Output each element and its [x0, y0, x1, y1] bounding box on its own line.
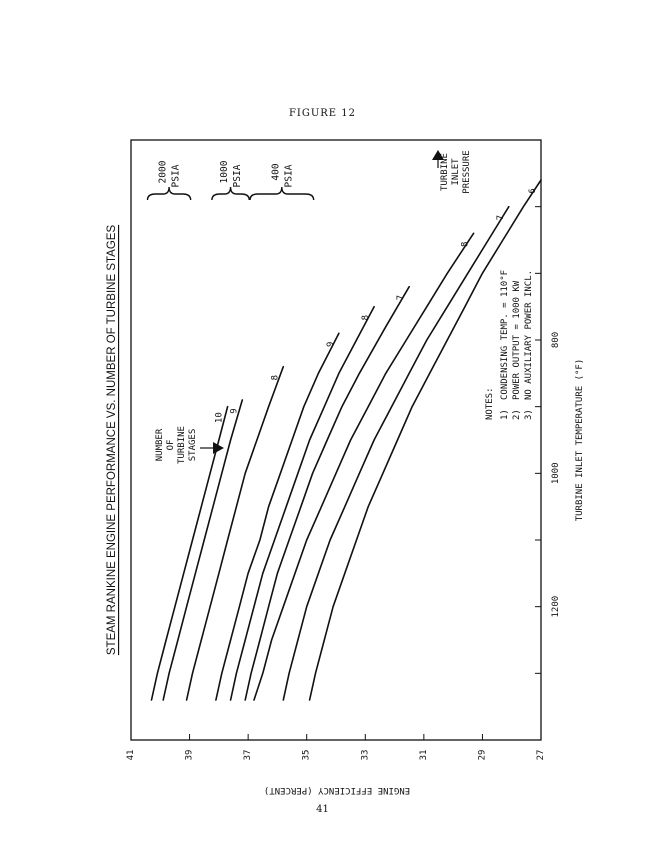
y-tick-label: 31 — [419, 750, 429, 761]
y-tick-label: 35 — [302, 750, 312, 761]
curve-2000psia-9stages — [162, 399, 244, 701]
stages-legend-line: TURBINE — [177, 426, 187, 464]
pressure-unit-label: PSIA — [171, 164, 182, 187]
pressure-legend-line: PRESSURE — [462, 150, 472, 193]
stage-label: 7 — [396, 295, 406, 300]
y-tick-label: 33 — [360, 750, 370, 761]
y-tick-label: 39 — [185, 750, 195, 761]
stages-legend-line: OF — [166, 440, 176, 451]
stage-label: 8 — [361, 315, 371, 320]
axis-ticks: 27 29 31 33 35 37 39 41 800 1000 1200 — [126, 206, 561, 761]
pressure-brace — [146, 186, 192, 201]
y-tick-label: 37 — [243, 750, 253, 761]
curve-2000psia-10stages — [150, 405, 229, 701]
curve-1000psia-8stages — [229, 305, 375, 701]
stages-legend-arrow-head — [213, 442, 224, 454]
pressure-brace — [211, 186, 250, 201]
stage-label: 6 — [528, 188, 538, 193]
figure-label: FIGURE 12 — [288, 108, 357, 119]
curve-1000psia-9stages — [215, 332, 340, 701]
curve-400psia-7stages — [282, 205, 510, 701]
page-number: 41 — [316, 804, 329, 815]
y-tick-label: 41 — [126, 750, 136, 761]
x-axis-title: TURBINE INLET TEMPERATURE (°F) — [575, 359, 585, 522]
pressure-brace — [249, 186, 315, 201]
pressure-legend-line: TURBINE — [440, 153, 450, 191]
y-axis-title: ENGINE EFFICIENCY (PERCENT) — [264, 785, 410, 795]
curve-400psia-8stages — [253, 232, 475, 701]
x-tick-label: 800 — [551, 332, 561, 348]
note-number: 2) — [512, 409, 522, 420]
note-text: CONDENSING TEMP. = 110°F — [500, 270, 510, 400]
stage-label: 8 — [270, 375, 280, 380]
pressure-label: 2000 — [158, 160, 169, 183]
series-curves: 10 9 8 9 8 7 8 7 6 — [150, 179, 542, 701]
curve-1000psia-7stages — [244, 285, 411, 701]
stages-legend-line: STAGES — [188, 429, 198, 462]
annotations: TURBINE INLET TEMPERATURE (°F) ENGINE EFF… — [106, 150, 585, 795]
curve-2000psia-8stages — [185, 365, 285, 701]
note-number: 1) — [500, 409, 510, 420]
pressure-unit-label: PSIA — [283, 164, 294, 187]
stage-label: 9 — [326, 342, 336, 347]
pressure-label: 400 — [270, 163, 281, 180]
stage-label: 7 — [496, 215, 506, 220]
plot-border — [130, 139, 542, 741]
x-tick-label: 1000 — [551, 462, 561, 484]
chart-title: STEAM RANKINE ENGINE PERFORMANCE VS. NUM… — [106, 225, 118, 656]
pressure-label: 1000 — [219, 160, 230, 183]
stage-label: 10 — [215, 412, 225, 423]
plot-frame — [130, 139, 542, 741]
stage-label: 8 — [461, 242, 471, 247]
y-tick-label: 27 — [536, 750, 546, 761]
note-text: POWER OUTPUT = 1000 KW — [512, 280, 522, 400]
pressure-legend-arrow-head — [432, 150, 444, 160]
note-text: NO AUXILIARY POWER INCL. — [524, 270, 534, 400]
curve-400psia-6stages — [308, 179, 542, 701]
y-tick-label: 29 — [477, 750, 487, 761]
x-tick-label: 1200 — [551, 596, 561, 618]
pressure-legend-line: INLET — [451, 158, 461, 186]
pressure-unit-label: PSIA — [232, 164, 243, 187]
stages-legend-line: NUMBER — [155, 428, 165, 461]
note-number: 3) — [524, 409, 534, 420]
notes-heading: NOTES: — [485, 387, 495, 420]
stage-label: 9 — [229, 408, 239, 413]
